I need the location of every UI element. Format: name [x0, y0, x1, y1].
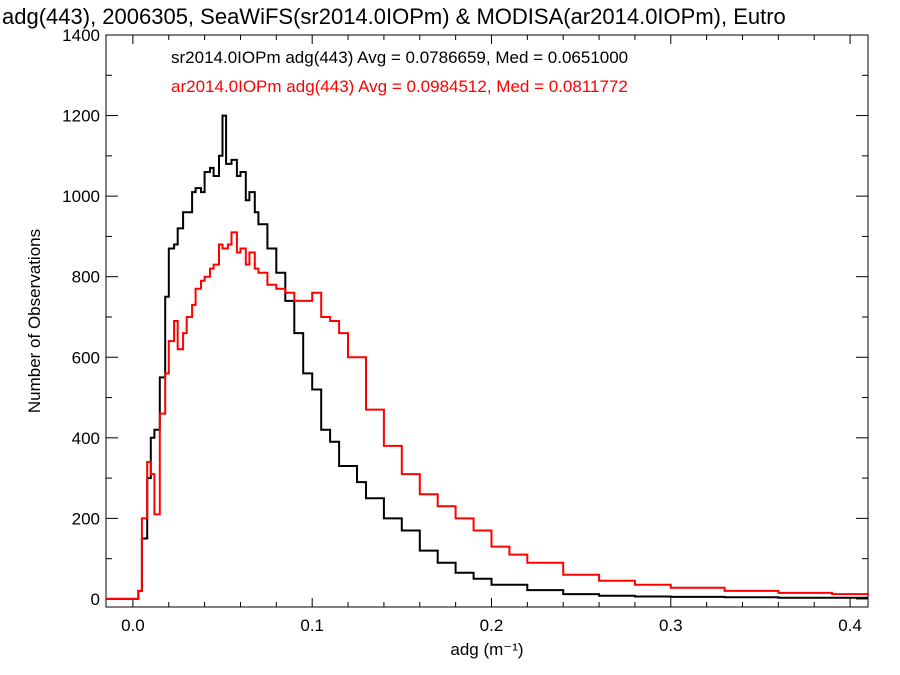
x-axis-label: adg (m⁻¹)	[450, 640, 523, 659]
plot-frame	[105, 34, 869, 608]
y-tick-label: 1200	[62, 107, 100, 126]
y-axis-label: Number of Observations	[25, 229, 44, 413]
x-tick-label: 0.0	[121, 616, 145, 635]
y-tick-label: 600	[72, 348, 100, 367]
y-axis-ticks: 0 200 400 600 800 1000 1200 1400	[62, 26, 868, 609]
x-axis-ticks: 0.0 0.1 0.2 0.3 0.4	[121, 35, 862, 635]
x-tick-label: 0.4	[838, 616, 862, 635]
x-tick-label: 0.1	[300, 616, 324, 635]
x-tick-label: 0.3	[659, 616, 683, 635]
series-line-ar2014.0IOPm	[106, 231, 869, 600]
y-tick-label: 1000	[62, 187, 100, 206]
y-tick-label: 0	[91, 590, 100, 609]
series-layer	[106, 114, 869, 600]
y-tick-label: 200	[72, 509, 100, 528]
x-tick-label: 0.2	[480, 616, 504, 635]
y-tick-label: 800	[72, 268, 100, 287]
legend-series-1: ar2014.0IOPm adg(443) Avg = 0.0984512, M…	[171, 77, 628, 96]
chart-title: adg(443), 2006305, SeaWiFS(sr2014.0IOPm)…	[2, 4, 786, 29]
legend-series-0: sr2014.0IOPm adg(443) Avg = 0.0786659, M…	[171, 48, 628, 67]
y-tick-label: 400	[72, 429, 100, 448]
series-line-sr2014.0IOPm	[106, 114, 868, 600]
y-tick-label: 1400	[62, 26, 100, 45]
